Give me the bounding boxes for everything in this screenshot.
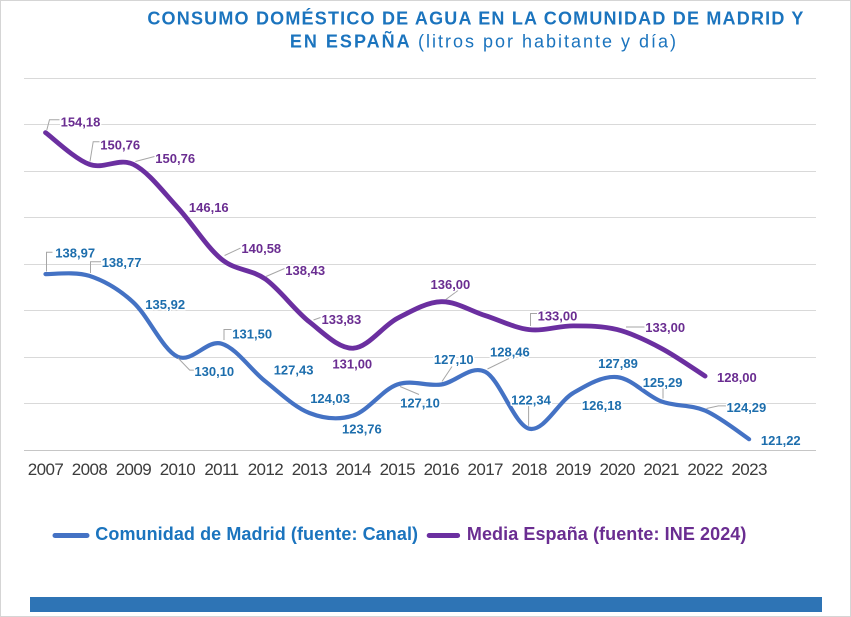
svg-text:Media España (fuente: INE 2024: Media España (fuente: INE 2024) bbox=[467, 524, 747, 544]
svg-text:133,83: 133,83 bbox=[322, 312, 362, 327]
svg-text:Comunidad de Madrid (fuente: C: Comunidad de Madrid (fuente: Canal) bbox=[95, 524, 418, 544]
svg-text:2020: 2020 bbox=[599, 460, 635, 479]
svg-text:127,89: 127,89 bbox=[598, 356, 638, 371]
svg-text:135,92: 135,92 bbox=[145, 297, 185, 312]
svg-text:2016: 2016 bbox=[424, 460, 460, 479]
svg-text:131,50: 131,50 bbox=[232, 327, 272, 342]
svg-text:2010: 2010 bbox=[160, 460, 196, 479]
svg-text:122,34: 122,34 bbox=[511, 392, 552, 407]
svg-text:128,46: 128,46 bbox=[490, 345, 530, 360]
svg-text:2023: 2023 bbox=[731, 460, 767, 479]
svg-text:124,03: 124,03 bbox=[310, 391, 350, 406]
svg-text:138,97: 138,97 bbox=[55, 246, 95, 261]
svg-text:133,00: 133,00 bbox=[645, 320, 685, 335]
svg-text:121,22: 121,22 bbox=[761, 433, 801, 448]
svg-text:130,10: 130,10 bbox=[194, 364, 234, 379]
svg-text:2008: 2008 bbox=[72, 460, 108, 479]
svg-text:140,58: 140,58 bbox=[241, 241, 281, 256]
svg-text:2015: 2015 bbox=[380, 460, 416, 479]
svg-text:2007: 2007 bbox=[28, 460, 64, 479]
svg-text:133,00: 133,00 bbox=[538, 308, 578, 323]
svg-text:CONSUMO DOMÉSTICO DE AGUA EN L: CONSUMO DOMÉSTICO DE AGUA EN LA COMUNIDA… bbox=[147, 8, 804, 29]
svg-text:136,00: 136,00 bbox=[431, 277, 471, 292]
svg-text:2012: 2012 bbox=[248, 460, 284, 479]
svg-text:150,76: 150,76 bbox=[155, 151, 195, 166]
svg-text:2018: 2018 bbox=[511, 460, 547, 479]
svg-text:2021: 2021 bbox=[643, 460, 679, 479]
svg-text:2014: 2014 bbox=[336, 460, 372, 479]
svg-text:123,76: 123,76 bbox=[342, 421, 382, 436]
svg-text:2022: 2022 bbox=[687, 460, 723, 479]
svg-text:127,10: 127,10 bbox=[434, 352, 474, 367]
svg-text:154,18: 154,18 bbox=[61, 114, 101, 129]
svg-text:2009: 2009 bbox=[116, 460, 152, 479]
svg-text:2011: 2011 bbox=[204, 460, 238, 479]
svg-text:150,76: 150,76 bbox=[100, 137, 140, 152]
svg-text:128,00: 128,00 bbox=[717, 370, 757, 385]
svg-text:2019: 2019 bbox=[555, 460, 591, 479]
svg-text:124,29: 124,29 bbox=[727, 400, 767, 415]
svg-text:138,43: 138,43 bbox=[285, 263, 325, 278]
svg-text:131,00: 131,00 bbox=[332, 356, 372, 371]
svg-text:127,10: 127,10 bbox=[400, 396, 440, 411]
svg-text:EN ESPAÑA (litros por habitant: EN ESPAÑA (litros por habitante y día) bbox=[290, 31, 678, 52]
svg-text:125,29: 125,29 bbox=[643, 375, 683, 390]
svg-text:138,77: 138,77 bbox=[102, 255, 142, 270]
svg-text:127,43: 127,43 bbox=[274, 363, 314, 378]
svg-text:2017: 2017 bbox=[467, 460, 503, 479]
svg-text:126,18: 126,18 bbox=[582, 398, 622, 413]
svg-text:146,16: 146,16 bbox=[189, 200, 229, 215]
svg-text:2013: 2013 bbox=[292, 460, 328, 479]
